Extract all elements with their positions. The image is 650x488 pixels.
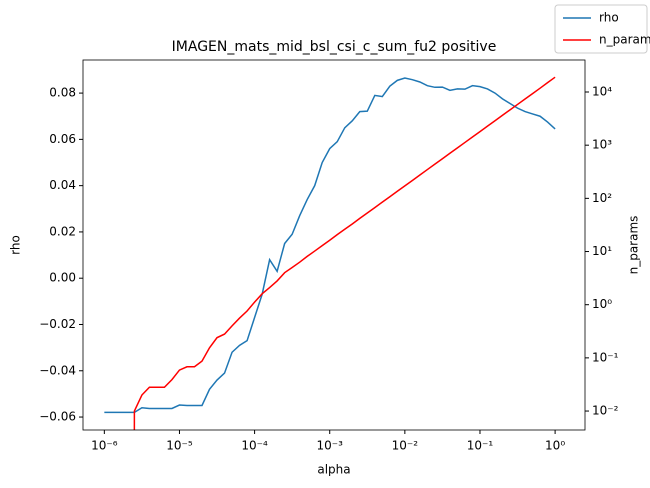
y2-tick-label: 10²: [592, 191, 612, 205]
y2-tick-label: 10¹: [592, 244, 612, 258]
x-tick-label: 10⁻¹: [467, 439, 494, 453]
y-tick-label: −0.02: [39, 317, 76, 331]
x-tick-label: 10⁻²: [392, 439, 419, 453]
y2-axis-label: n_params: [627, 216, 641, 275]
y2-tick-label: 10⁰: [592, 297, 612, 311]
chart-title: IMAGEN_mats_mid_bsl_csi_c_sum_fu2 positi…: [172, 39, 497, 55]
y-tick-label: −0.04: [39, 363, 76, 377]
line-series: [133, 76, 556, 430]
x-tick-label: 10⁻⁶: [91, 439, 118, 453]
y-tick-label: −0.06: [39, 410, 76, 424]
y2-tick-label: 10³: [592, 138, 612, 152]
x-axis-label: alpha: [317, 463, 350, 477]
y2-tick-label: 10⁴: [592, 85, 612, 99]
line-series: [104, 77, 556, 414]
y-tick-label: 0.06: [49, 132, 76, 146]
y2-tick-label: 10⁻¹: [592, 350, 619, 364]
plot-area: [104, 76, 556, 430]
axes-frame: [82, 59, 586, 431]
legend-label: n_params: [599, 33, 650, 47]
x-tick-label: 10⁻³: [317, 439, 344, 453]
y-tick-label: 0.04: [49, 178, 76, 192]
y-axis-label: rho: [9, 235, 23, 255]
legend-label: rho: [599, 11, 619, 25]
y2-tick-label: 10⁻²: [592, 404, 619, 418]
y-tick-label: 0.00: [49, 271, 76, 285]
x-tick-label: 10⁻⁵: [166, 439, 193, 453]
y-tick-label: 0.08: [49, 86, 76, 100]
y-tick-label: 0.02: [49, 224, 76, 238]
x-tick-label: 10⁻⁴: [241, 439, 268, 453]
legend-box: [554, 4, 648, 54]
x-tick-label: 10⁰: [545, 439, 565, 453]
